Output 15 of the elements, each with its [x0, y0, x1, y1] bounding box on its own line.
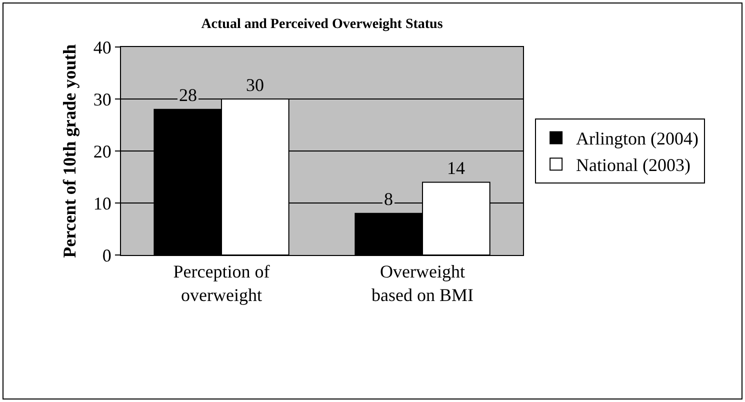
y-tick-label: 10 — [93, 193, 112, 214]
legend-label: National (2003) — [576, 155, 691, 176]
data-label: 8 — [384, 189, 393, 209]
x-tick-label: Overweight based on BMI — [372, 262, 474, 305]
y-tick-label: 30 — [93, 89, 112, 110]
data-label: 14 — [447, 158, 465, 178]
legend-label: Arlington (2004) — [576, 128, 699, 149]
data-label: 28 — [179, 85, 197, 105]
x-tick-label: Perception of overweight — [173, 262, 270, 305]
data-label: 30 — [246, 75, 264, 95]
y-axis-title: Percent of 10th grade youth — [60, 44, 80, 258]
y-tick-label: 20 — [93, 141, 112, 162]
y-tick-label: 0 — [102, 245, 112, 266]
y-tick-label: 40 — [93, 37, 112, 58]
chart-title: Actual and Perceived Overweight Status — [201, 16, 444, 32]
